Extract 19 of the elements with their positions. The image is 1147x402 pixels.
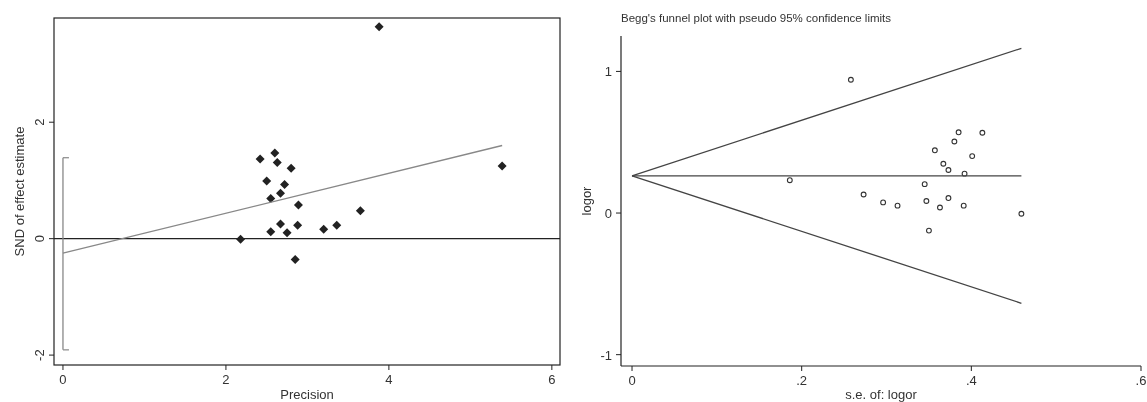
y-tick-label: 2	[32, 118, 47, 126]
y-axis-title: logor	[579, 185, 594, 216]
x-tick-label: 4	[385, 372, 393, 387]
x-tick-label: .6	[1135, 373, 1147, 388]
chart-title: Begg's funnel plot with pseudo 95% confidence limits	[621, 12, 892, 24]
y-tick-label: 0	[604, 206, 612, 222]
y-tick-label: -1	[600, 347, 612, 363]
x-tick-label: .2	[796, 373, 808, 388]
x-tick-label: 0	[628, 373, 636, 388]
x-axis-title: s.e. of: logor	[845, 387, 918, 402]
x-tick-label: 6	[548, 372, 556, 387]
y-tick-label: 0	[32, 235, 47, 243]
x-tick-label: .4	[965, 373, 977, 388]
x-tick-label: 2	[222, 372, 230, 387]
y-tick-label: -2	[32, 349, 47, 361]
x-axis-title: Precision	[280, 387, 334, 402]
y-tick-label: 1	[604, 64, 612, 80]
x-tick-label: 0	[59, 372, 67, 387]
y-axis-title: SND of effect estimate	[12, 126, 27, 257]
